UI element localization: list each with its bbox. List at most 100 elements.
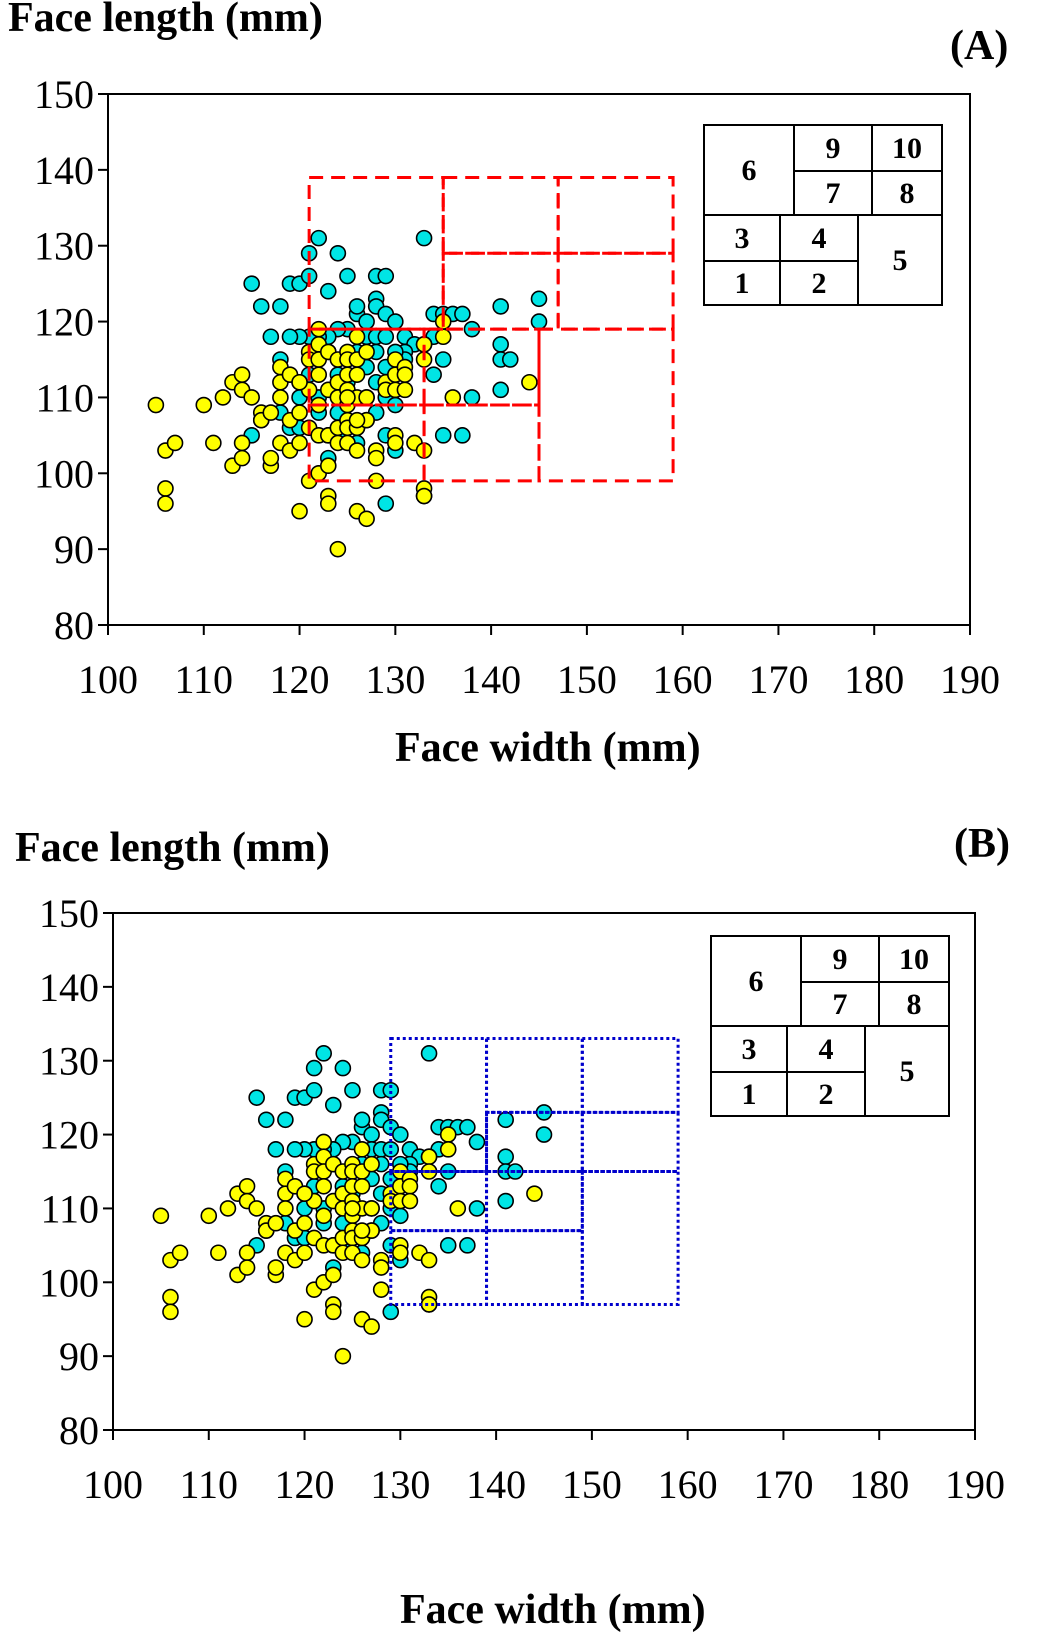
data-point-group2: [372, 1281, 390, 1298]
data-point-group1: [272, 298, 289, 315]
data-point-group2: [401, 1177, 419, 1195]
legend-key-label: 5: [900, 1055, 915, 1088]
data-point-group1: [262, 328, 280, 346]
data-point-group2: [348, 411, 366, 429]
data-point-group2: [262, 404, 280, 421]
data-point-group2: [439, 1126, 457, 1143]
x-tick-label: 100: [83, 1462, 143, 1507]
data-point-group2: [195, 396, 213, 414]
data-point-group2: [334, 1347, 352, 1365]
data-point-group2: [324, 1266, 342, 1284]
x-tick-label: 180: [844, 657, 904, 702]
data-point-group1: [257, 1111, 275, 1129]
data-point-group1: [334, 1059, 352, 1077]
size-grid-cell: [556, 251, 675, 331]
data-point-group2: [238, 1259, 256, 1276]
legend-key-cell: [703, 260, 781, 306]
legend-key-label: 8: [900, 177, 915, 210]
data-point-group1: [339, 267, 356, 285]
legend-key-label: 6: [749, 965, 764, 998]
data-point-group2: [339, 389, 356, 406]
data-point-group1: [252, 298, 270, 315]
data-point-group1: [439, 1237, 457, 1254]
x-tick-label: 130: [370, 1462, 430, 1507]
data-point-group2: [291, 404, 308, 421]
size-grid-cell: [580, 1110, 680, 1173]
size-grid-cell: [580, 1037, 680, 1114]
data-point-group2: [214, 389, 232, 406]
data-point-group1: [463, 389, 481, 406]
data-point-group2: [396, 381, 414, 399]
panel-label: (A): [950, 23, 1009, 69]
data-point-group1: [348, 298, 366, 315]
data-point-group1: [310, 229, 328, 247]
plot-frame: [112, 912, 976, 1431]
data-point-group1: [454, 427, 471, 444]
size-grid-cell: [441, 175, 560, 255]
x-tick-label: 170: [753, 1462, 813, 1507]
data-point-group2: [157, 480, 174, 497]
data-point-group1: [387, 313, 404, 330]
y-tick-label: 90: [54, 527, 94, 572]
legend-key-cell: [793, 170, 873, 216]
legend-key-label: 9: [833, 943, 848, 976]
data-point-group2: [147, 396, 165, 414]
data-point-group1: [492, 336, 509, 353]
x-tick-label: 180: [849, 1462, 909, 1507]
data-point-group1: [344, 1081, 361, 1099]
x-tick-label: 170: [748, 657, 808, 702]
data-point-group2: [277, 1200, 294, 1217]
legend-key-label: 5: [893, 244, 908, 277]
data-point-group2: [238, 1244, 256, 1262]
data-point-group1: [377, 267, 395, 285]
data-point-group2: [348, 328, 366, 346]
data-point-group1: [415, 229, 433, 247]
data-point-group2: [157, 495, 174, 512]
data-point-group2: [358, 343, 375, 361]
data-point-group2: [233, 434, 251, 452]
y-tick-label: 100: [39, 1260, 99, 1305]
y-tick-label: 80: [54, 603, 94, 648]
y-axis-label: Face length (mm): [8, 0, 323, 41]
data-point-group2: [392, 1244, 409, 1262]
y-tick-label: 120: [39, 1113, 99, 1158]
legend-key-cell: [710, 1025, 788, 1073]
data-point-group1: [382, 1303, 400, 1321]
data-point-group1: [392, 1207, 409, 1225]
data-point-group2: [353, 1177, 371, 1195]
data-point-group1: [468, 1200, 486, 1217]
data-point-group2: [387, 434, 404, 452]
data-point-group2: [310, 366, 328, 383]
data-point-group1: [430, 1177, 447, 1195]
data-point-group2: [152, 1207, 170, 1225]
data-point-group1: [434, 427, 452, 444]
data-point-group1: [420, 1045, 438, 1062]
data-point-group2: [415, 487, 433, 505]
data-point-group1: [281, 328, 299, 346]
data-point-group2: [420, 1148, 438, 1166]
data-point-group1: [305, 1059, 323, 1077]
data-point-group1: [315, 1045, 333, 1062]
panel-b: Face length (mm) (B) 80 90 100 110 120 130 140…: [0, 810, 1062, 1636]
size-grid-cell: [485, 1037, 584, 1114]
data-point-group1: [497, 1148, 514, 1166]
data-point-group1: [363, 1126, 380, 1143]
data-point-group2: [166, 434, 184, 452]
x-tick-label: 150: [562, 1462, 622, 1507]
data-point-group1: [492, 381, 509, 399]
legend-key-cell: [703, 214, 781, 262]
y-tick-label: 120: [34, 300, 94, 345]
data-point-group2: [315, 1207, 333, 1225]
data-point-group2: [439, 1141, 457, 1158]
y-tick-label: 140: [34, 148, 94, 193]
y-tick-label: 150: [34, 72, 94, 117]
y-tick-label: 80: [59, 1408, 99, 1453]
data-point-group1: [329, 245, 347, 262]
legend-key-label: 1: [742, 1078, 757, 1111]
x-tick-label: 150: [557, 657, 617, 702]
data-point-group2: [296, 1310, 313, 1328]
plot-frame: [107, 93, 971, 626]
data-point-group2: [296, 1185, 313, 1202]
y-tick-label: 130: [34, 224, 94, 269]
data-point-group1: [377, 328, 395, 346]
